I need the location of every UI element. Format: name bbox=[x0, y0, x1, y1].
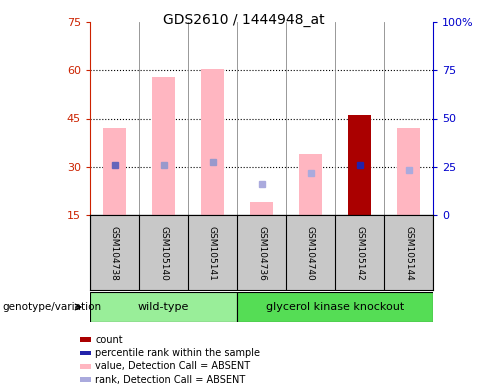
Text: GSM104740: GSM104740 bbox=[306, 226, 315, 281]
Bar bbox=[80, 377, 91, 382]
Text: genotype/variation: genotype/variation bbox=[2, 302, 102, 312]
Text: wild-type: wild-type bbox=[138, 302, 189, 312]
Text: GSM105141: GSM105141 bbox=[208, 226, 217, 281]
Text: value, Detection Call = ABSENT: value, Detection Call = ABSENT bbox=[95, 361, 250, 371]
Bar bbox=[80, 337, 91, 342]
Bar bbox=[250, 202, 272, 215]
Text: GSM105144: GSM105144 bbox=[404, 226, 413, 281]
Text: glycerol kinase knockout: glycerol kinase knockout bbox=[266, 302, 404, 312]
Bar bbox=[397, 128, 420, 215]
Bar bbox=[300, 154, 322, 215]
Text: GSM105142: GSM105142 bbox=[355, 226, 364, 281]
Text: GDS2610 / 1444948_at: GDS2610 / 1444948_at bbox=[163, 13, 325, 27]
Bar bbox=[152, 77, 175, 215]
Text: rank, Detection Call = ABSENT: rank, Detection Call = ABSENT bbox=[95, 375, 245, 384]
Bar bbox=[90, 292, 237, 322]
Bar bbox=[202, 69, 224, 215]
Bar bbox=[80, 364, 91, 369]
Bar bbox=[103, 128, 125, 215]
Text: count: count bbox=[95, 335, 123, 345]
Text: GSM104736: GSM104736 bbox=[257, 226, 266, 281]
Text: GSM104738: GSM104738 bbox=[110, 226, 119, 281]
Bar bbox=[237, 292, 433, 322]
Bar bbox=[80, 351, 91, 356]
Text: GSM105140: GSM105140 bbox=[159, 226, 168, 281]
Text: percentile rank within the sample: percentile rank within the sample bbox=[95, 348, 260, 358]
Bar bbox=[348, 115, 370, 215]
